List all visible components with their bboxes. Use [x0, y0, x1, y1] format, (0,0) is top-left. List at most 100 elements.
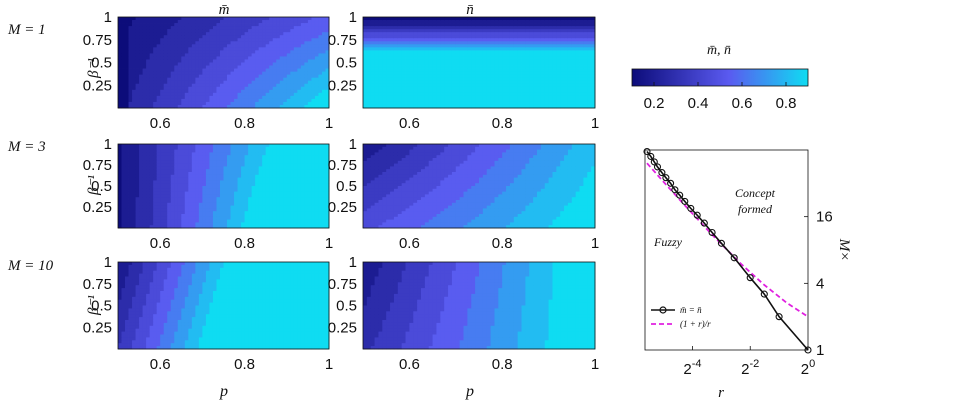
heatmap-cell — [156, 26, 161, 30]
heatmap-cell — [325, 77, 330, 82]
heatmap-cell — [170, 160, 175, 164]
heatmap-cell — [219, 59, 224, 63]
heatmap-cell — [325, 26, 330, 30]
heatmap-cell — [498, 56, 503, 60]
heatmap-cell — [230, 38, 235, 42]
heatmap-cell — [258, 188, 263, 192]
heatmap-cell — [297, 62, 302, 66]
heatmap-cell — [258, 211, 263, 215]
heatmap-cell — [163, 155, 168, 159]
heatmap-cell — [529, 92, 534, 97]
heatmap-cell — [529, 50, 534, 54]
heatmap-cell — [234, 197, 238, 201]
heatmap-cell — [237, 211, 242, 215]
heatmap-cell — [502, 47, 507, 51]
heatmap-cell — [139, 56, 144, 60]
heatmap-cell — [205, 152, 210, 156]
heatmap-cell — [490, 59, 495, 63]
heatmap-cell — [209, 20, 214, 24]
heatmap-cell — [125, 155, 129, 159]
heatmap-cell — [397, 92, 403, 97]
heatmap-cell — [567, 47, 573, 51]
heatmap-cell — [216, 211, 221, 215]
heatmap-cell — [459, 32, 464, 36]
heatmap-cell — [212, 89, 217, 94]
heatmap-cell — [579, 86, 584, 91]
heatmap-cell — [170, 65, 175, 69]
heatmap-cell — [248, 104, 253, 109]
heatmap-cell — [118, 38, 122, 42]
heatmap-cell — [321, 71, 326, 76]
heatmap-cell — [321, 35, 326, 39]
heatmap-cell — [424, 59, 430, 63]
heatmap-cell — [417, 23, 422, 27]
heatmap-cell — [455, 62, 461, 66]
heatmap-cell — [286, 44, 291, 48]
heatmap-cell — [202, 188, 207, 192]
heatmap-cell — [533, 41, 538, 45]
heatmap-cell — [564, 47, 569, 51]
heatmap-cell — [265, 101, 270, 106]
heatmap-cell — [125, 146, 129, 150]
heatmap-cell — [321, 38, 326, 42]
heatmap-cell — [153, 50, 158, 54]
heatmap-cell — [498, 77, 503, 82]
heatmap-cell — [125, 77, 129, 82]
heatmap-cell — [139, 23, 144, 27]
heatmap-cell — [237, 89, 242, 94]
heatmap-cell — [205, 98, 210, 103]
heatmap-cell — [304, 56, 309, 60]
heatmap-cell — [219, 186, 224, 190]
heatmap-cell — [230, 53, 235, 57]
heatmap-cell — [241, 41, 245, 45]
heatmap-cell — [272, 17, 277, 21]
heatmap-cell — [272, 29, 277, 33]
heatmap-cell — [321, 56, 326, 60]
heatmap-cell — [125, 219, 129, 223]
heatmap-cell — [533, 74, 538, 79]
heatmap-cell — [202, 35, 207, 39]
heatmap-cell — [188, 50, 193, 54]
heatmap-cell — [552, 44, 557, 48]
heatmap-cell — [181, 191, 186, 195]
heatmap-cell — [517, 77, 522, 82]
heatmap-cell — [223, 89, 228, 94]
heatmap-cell — [479, 92, 484, 97]
heatmap-cell — [304, 98, 309, 103]
heatmap-cell — [265, 158, 270, 162]
heatmap-cell — [591, 23, 596, 27]
heatmap-cell — [544, 74, 549, 79]
heatmap-cell — [567, 101, 573, 106]
heatmap-cell — [118, 80, 122, 85]
heatmap-cell — [583, 80, 588, 85]
heatmap-cell — [142, 50, 147, 54]
heatmap-cell — [525, 23, 530, 27]
heatmap-cell — [181, 32, 186, 36]
heatmap-cell — [251, 225, 256, 229]
heatmap-cell — [421, 17, 426, 21]
heatmap-cell — [374, 35, 379, 39]
heatmap-cell — [184, 35, 189, 39]
heatmap-cell — [525, 50, 530, 54]
heatmap-cell — [269, 188, 274, 192]
heatmap-cell — [156, 23, 161, 27]
heatmap-cell — [255, 44, 260, 48]
heatmap-cell — [583, 44, 588, 48]
heatmap-cell — [244, 174, 249, 178]
heatmap-cell — [205, 32, 210, 36]
heatmap-cell — [502, 32, 507, 36]
heatmap-cell — [475, 41, 480, 45]
heatmap-cell — [494, 17, 499, 21]
heatmap-cell — [219, 208, 224, 212]
heatmap-cell — [227, 77, 231, 82]
heatmap-cell — [212, 83, 217, 88]
heatmap-cell — [255, 160, 260, 164]
heatmap-cell — [269, 89, 274, 94]
heatmap-cell — [366, 89, 372, 94]
heatmap-cell — [177, 104, 182, 109]
heatmap-cell — [486, 62, 491, 66]
heatmap-cell — [184, 86, 189, 91]
heatmap-cell — [533, 17, 538, 21]
heatmap-cell — [432, 44, 437, 48]
heatmap-cell — [163, 152, 168, 156]
